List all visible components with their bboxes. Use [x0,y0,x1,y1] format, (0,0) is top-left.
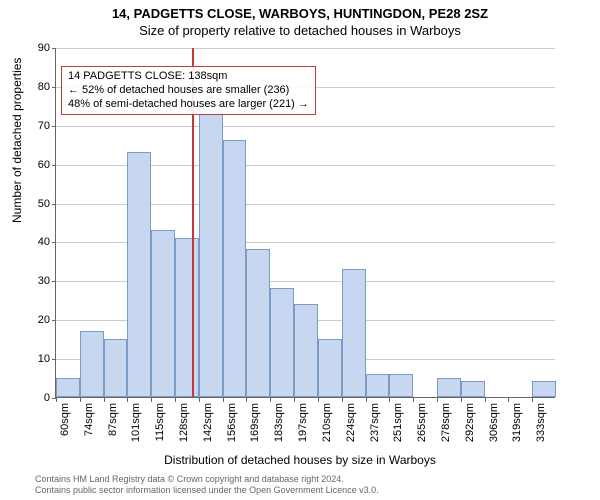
annotation-box: 14 PADGETTS CLOSE: 138sqm ← 52% of detac… [61,66,316,115]
xtick-label: 74sqm [83,403,95,436]
xtick-label: 278sqm [440,403,452,442]
histogram-bar [104,339,128,397]
gridline [56,48,555,49]
histogram-bar [127,152,151,397]
xtick-label: 333sqm [535,403,547,442]
xtick-mark [318,398,319,402]
xtick-mark [485,398,486,402]
xtick-label: 128sqm [178,403,190,442]
xtick-label: 319sqm [511,403,523,442]
annotation-line-3: 48% of semi-detached houses are larger (… [68,98,309,112]
xtick-label: 292sqm [464,403,476,442]
xtick-label: 142sqm [202,403,214,442]
footer: Contains HM Land Registry data © Crown c… [35,474,379,496]
annotation-line-2: ← 52% of detached houses are smaller (23… [68,84,309,98]
ytick-label: 60 [20,159,50,171]
xtick-mark [461,398,462,402]
histogram-bar [389,374,413,397]
xtick-mark [342,398,343,402]
xtick-label: 87sqm [107,403,119,436]
chart-title-block: 14, PADGETTS CLOSE, WARBOYS, HUNTINGDON,… [0,0,600,38]
xtick-mark [389,398,390,402]
ytick-label: 0 [20,392,50,404]
xtick-label: 156sqm [226,403,238,442]
histogram-bar [151,230,175,397]
chart-area: 010203040506070809060sqm74sqm87sqm101sqm… [55,48,555,398]
histogram-bar [80,331,104,397]
ytick-label: 70 [20,120,50,132]
ytick-label: 90 [20,42,50,54]
xtick-label: 224sqm [345,403,357,442]
histogram-bar [175,238,199,397]
histogram-bar [199,105,223,397]
ytick-mark [52,87,56,88]
histogram-bar [437,378,461,397]
ytick-mark [52,242,56,243]
x-axis-label: Distribution of detached houses by size … [0,453,600,467]
ytick-mark [52,204,56,205]
xtick-label: 101sqm [130,403,142,442]
ytick-mark [52,48,56,49]
xtick-label: 251sqm [392,403,404,442]
ytick-label: 20 [20,314,50,326]
ytick-label: 30 [20,275,50,287]
xtick-label: 306sqm [488,403,500,442]
ytick-mark [52,281,56,282]
xtick-mark [366,398,367,402]
ytick-mark [52,165,56,166]
xtick-label: 183sqm [273,403,285,442]
xtick-label: 210sqm [321,403,333,442]
ytick-label: 40 [20,236,50,248]
xtick-mark [532,398,533,402]
xtick-mark [246,398,247,402]
ytick-mark [52,359,56,360]
xtick-label: 60sqm [59,403,71,436]
xtick-mark [199,398,200,402]
annotation-line-1: 14 PADGETTS CLOSE: 138sqm [68,70,309,84]
histogram-bar [342,269,366,397]
ytick-label: 80 [20,81,50,93]
xtick-mark [294,398,295,402]
xtick-mark [413,398,414,402]
histogram-bar [56,378,80,397]
ytick-mark [52,320,56,321]
histogram-bar [294,304,318,397]
histogram-bar [318,339,342,397]
xtick-mark [508,398,509,402]
histogram-bar [461,381,485,397]
xtick-mark [56,398,57,402]
ytick-label: 10 [20,353,50,365]
histogram-bar [532,381,556,397]
histogram-bar [223,140,247,397]
xtick-label: 237sqm [369,403,381,442]
title-line-2: Size of property relative to detached ho… [0,23,600,38]
footer-line-1: Contains HM Land Registry data © Crown c… [35,474,379,485]
xtick-mark [437,398,438,402]
xtick-mark [223,398,224,402]
ytick-label: 50 [20,198,50,210]
histogram-bar [270,288,294,397]
footer-line-2: Contains public sector information licen… [35,485,379,496]
xtick-label: 115sqm [154,403,166,441]
histogram-bar [246,249,270,397]
histogram-bar [366,374,390,397]
xtick-mark [80,398,81,402]
xtick-mark [104,398,105,402]
xtick-label: 169sqm [249,403,261,442]
ytick-mark [52,126,56,127]
gridline [56,126,555,127]
xtick-label: 197sqm [297,403,309,442]
xtick-mark [151,398,152,402]
xtick-mark [270,398,271,402]
xtick-mark [127,398,128,402]
xtick-label: 265sqm [416,403,428,442]
xtick-mark [175,398,176,402]
title-line-1: 14, PADGETTS CLOSE, WARBOYS, HUNTINGDON,… [0,6,600,21]
